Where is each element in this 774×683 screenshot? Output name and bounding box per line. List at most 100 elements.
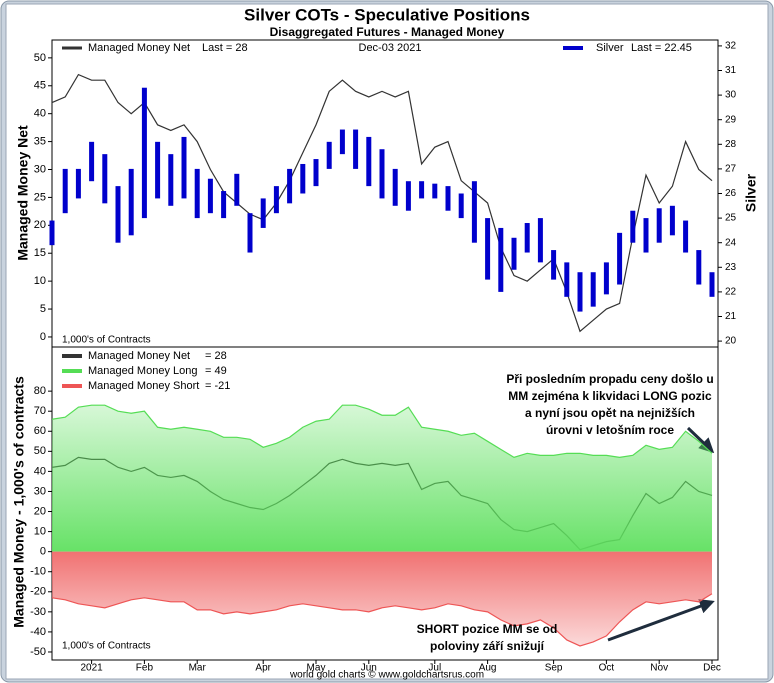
y-tick-label: 0	[40, 546, 46, 558]
y-tick-label: 60	[34, 425, 46, 437]
annotation: poloviny září snižují	[430, 639, 545, 653]
price-bar	[419, 181, 425, 199]
y2-tick-label: 23	[725, 262, 737, 273]
price-bar	[524, 223, 530, 253]
price-bar	[551, 250, 557, 280]
x-tick-label: Dec	[703, 663, 721, 674]
x-tick-label: Mar	[189, 663, 207, 674]
y-tick-label: -10	[30, 566, 46, 578]
price-bar	[669, 205, 675, 236]
y2-tick-label: 24	[725, 237, 737, 248]
y-axis-title: Managed Money - 1,000's of contracts	[11, 376, 27, 628]
price-bar	[564, 262, 570, 297]
price-bar	[273, 186, 279, 214]
annotation: a nyní jsou opět na nejnižších	[525, 406, 695, 420]
chart-title: Silver COTs - Speculative Positions	[244, 5, 530, 24]
price-bar	[326, 141, 332, 169]
annotation: SHORT pozice MM se od	[417, 622, 558, 636]
price-bar	[405, 181, 411, 211]
price-bar	[181, 136, 187, 199]
legend-last: = 28	[205, 350, 227, 362]
price-bar	[234, 173, 240, 206]
price-bar	[115, 186, 121, 243]
y-tick-label: 5	[40, 303, 46, 315]
x-tick-label: Aug	[479, 663, 497, 674]
y-tick-label: -20	[30, 586, 46, 598]
price-bar	[313, 159, 319, 187]
price-bar	[155, 141, 161, 199]
x-tick-label: Sep	[545, 663, 563, 674]
annotation: MM zejména k likvidaci LONG pozic	[508, 389, 712, 403]
footer: world gold charts © www.goldchartsrus.co…	[289, 670, 484, 681]
price-bar	[445, 186, 451, 211]
y2-tick-label: 21	[725, 311, 737, 322]
price-bar	[577, 272, 583, 312]
y-tick-label: 10	[34, 275, 46, 287]
price-bar	[498, 227, 504, 292]
x-tick-label: Jun	[361, 663, 377, 674]
x-tick-label: Oct	[599, 663, 615, 674]
y2-tick-label: 22	[725, 287, 737, 298]
legend-last: Last = 28	[202, 42, 248, 54]
y-tick-label: 25	[34, 191, 46, 203]
y-tick-label: -40	[30, 626, 46, 638]
price-bar	[141, 87, 147, 219]
legend-last: = 49	[205, 365, 227, 377]
price-bar	[603, 262, 609, 295]
price-bar	[353, 129, 359, 169]
y-tick-label: 50	[34, 445, 46, 457]
annotation: Při posledním propadu ceny došlo u	[506, 372, 713, 386]
chart-subtitle: Disaggregated Futures - Managed Money	[270, 25, 505, 39]
y-tick-label: 70	[34, 405, 46, 417]
y2-tick-label: 32	[725, 41, 737, 52]
legend-last: Last = 22.45	[631, 42, 692, 54]
price-bar	[128, 168, 134, 236]
price-bar	[458, 193, 464, 219]
y2-tick-label: 26	[725, 188, 737, 199]
price-bar	[432, 183, 438, 199]
price-bar	[62, 168, 68, 214]
price-bar	[49, 220, 55, 246]
y-tick-label: 15	[34, 247, 46, 259]
price-bar	[194, 168, 200, 219]
price-bar	[471, 181, 477, 243]
y2-tick-label: 20	[725, 336, 737, 347]
price-bar	[221, 191, 227, 219]
annotation-arrow	[607, 599, 715, 642]
price-bar	[630, 210, 636, 243]
price-bar	[75, 168, 81, 199]
y2-axis-title: Silver	[743, 173, 759, 212]
area-edge	[51, 593, 713, 647]
legend-label: Managed Money Net	[88, 42, 190, 54]
legend-label: Silver	[596, 42, 624, 54]
y-tick-label: 30	[34, 163, 46, 175]
y2-tick-label: 27	[725, 164, 737, 175]
x-tick-label: Feb	[136, 663, 154, 674]
y2-tick-label: 28	[725, 139, 737, 150]
y-tick-label: 40	[34, 465, 46, 477]
price-bar	[207, 178, 213, 214]
price-bar	[656, 208, 662, 243]
y-tick-label: 50	[34, 52, 46, 64]
y-tick-label: -50	[30, 646, 46, 658]
x-tick-label: Apr	[255, 663, 271, 674]
legend-label: Managed Money Short	[88, 380, 199, 392]
price-bar	[537, 218, 543, 263]
annotation-arrow	[686, 426, 715, 454]
note: 1,000's of Contracts	[62, 641, 151, 652]
price-bar	[168, 154, 174, 206]
y-tick-label: 80	[34, 385, 46, 397]
net-line	[51, 73, 713, 333]
date-label: Dec-03 2021	[359, 42, 422, 54]
note: 1,000's of Contracts	[62, 335, 151, 346]
y-tick-label: 35	[34, 135, 46, 147]
y2-tick-label: 30	[725, 90, 737, 101]
price-bar	[300, 163, 306, 194]
chart-layer: 0510152025303540455020212223242526272829…	[11, 41, 759, 674]
y-tick-label: -30	[30, 606, 46, 618]
price-bar	[247, 213, 253, 253]
price-bar	[590, 272, 596, 307]
price-bar	[683, 220, 689, 253]
y-tick-label: 20	[34, 219, 46, 231]
